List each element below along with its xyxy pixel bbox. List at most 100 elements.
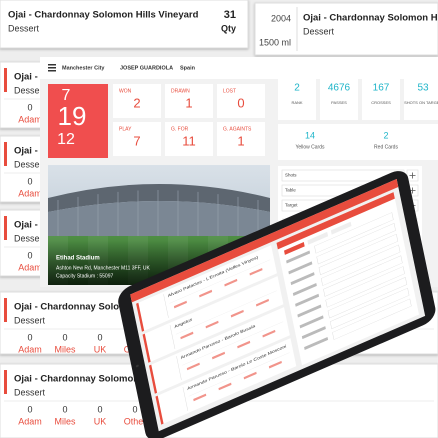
card-count: 14 [305, 130, 315, 140]
detail-field [332, 298, 412, 340]
record-label: G. AGAINTS [223, 126, 252, 132]
wine-stat [237, 340, 251, 349]
app-bar [130, 179, 399, 303]
detail-label [295, 293, 320, 307]
record-tile [217, 122, 265, 156]
wine-accent [149, 364, 158, 394]
wine-row [142, 276, 284, 363]
card-accent [4, 68, 7, 92]
stat-label: Adam [18, 416, 42, 426]
record-value: 1 [185, 95, 192, 110]
wine-stat [268, 360, 282, 369]
stat-value: 0 [27, 176, 32, 186]
stat-label: Miles [54, 416, 76, 426]
metric-value: 53 [417, 83, 429, 94]
stat-label: Adam [18, 114, 42, 124]
detail-tab [284, 242, 305, 255]
wine-stat [224, 278, 238, 287]
record-tile [113, 122, 161, 156]
card-accent [4, 216, 7, 240]
menu-icon [48, 64, 56, 66]
stadium-stands [48, 201, 270, 240]
card [0, 0, 249, 49]
filter-label: Shots [285, 173, 297, 178]
metric-label: CROSSES [371, 100, 391, 105]
stadium-address: Ashton New Rd, Manchester M11 3FF, UK [56, 265, 150, 271]
wine-stat [255, 298, 270, 307]
wine-stat [249, 267, 263, 276]
stat-value: 0 [27, 404, 32, 414]
detail-field [323, 255, 403, 297]
tablet: Alvaro Palacios - L'Ermita (Velles Vinye… [118, 171, 436, 438]
card-title: Ojai - Chardonnay Solomon Hills Vineyard [14, 374, 205, 385]
detail-label [286, 250, 311, 264]
metric-value: 2 [294, 83, 300, 94]
stat-value: 0 [27, 102, 32, 112]
metric-label: RANK [291, 100, 302, 105]
record-label: DRAWN [171, 88, 190, 94]
card-count: 2 [383, 130, 388, 140]
wine-accent [155, 395, 164, 425]
record-label: PLAY [119, 126, 132, 132]
record-value: 2 [133, 95, 140, 110]
wine-stat [205, 320, 219, 329]
menu-icon [48, 70, 56, 72]
wine-divider [169, 325, 176, 349]
cards-panel [278, 124, 438, 160]
wine-divider [176, 355, 182, 380]
stat-label: Adam [18, 188, 42, 198]
card-subtitle: Dessert [14, 159, 46, 169]
card-subtitle: Dessert [14, 85, 46, 95]
wine-row [155, 338, 297, 425]
record-tile [217, 84, 265, 118]
card-qty: 31 [224, 9, 236, 21]
card-count-label: Yellow Cards [296, 144, 325, 150]
stat-value: 0 [62, 332, 67, 342]
wine-stat [243, 371, 257, 380]
wine-stat [218, 382, 232, 391]
detail-field [314, 212, 394, 254]
summary-box [48, 84, 108, 158]
wine-stat [180, 331, 194, 340]
detail-header [276, 192, 395, 250]
wine-divider [163, 294, 169, 319]
record-tile [113, 84, 161, 118]
card-subtitle: Dessert [14, 387, 46, 397]
detail-label [299, 315, 324, 329]
filter-label: Target [285, 203, 298, 208]
card-title: Ojai - Chardonnay Solomon Hills Vineyard [303, 13, 438, 24]
stat-value: 0 [27, 332, 32, 342]
record-value: 7 [133, 133, 140, 148]
wine-rule [175, 290, 277, 335]
stadium-capacity: Capacity Stadium : 55097 [56, 273, 113, 279]
wine-row [136, 245, 277, 332]
metric-value: 4676 [328, 83, 351, 94]
wine-stat [186, 362, 200, 371]
wine-row [149, 307, 290, 394]
country: Spain [180, 65, 196, 71]
menu-icon [48, 67, 56, 69]
detail-label [292, 282, 317, 296]
card-accent [4, 370, 7, 394]
record-label: WON [119, 88, 132, 94]
detail-field [325, 266, 405, 308]
card-accent [4, 298, 7, 322]
detail-field [320, 244, 401, 286]
card-title: Ojai - Chardonnay Solomon Hills Vineyard [14, 302, 205, 313]
record-label: G. FOR [171, 126, 189, 132]
card-subtitle: Dessert [8, 23, 40, 33]
stat-label: Adam [18, 262, 42, 272]
wine-accent [136, 302, 145, 332]
wine-stat [212, 351, 226, 360]
detail-label [290, 272, 315, 286]
summary-number: 12 [57, 131, 75, 148]
metric-label: SHOTS ON TARGET [404, 100, 438, 105]
card-year: 2004 [271, 13, 291, 23]
stadium-roof [48, 184, 270, 212]
wine-rule [169, 259, 271, 304]
detail-label [288, 261, 313, 275]
detail-field [329, 287, 410, 330]
card-count-label: Red Cards [374, 144, 398, 150]
